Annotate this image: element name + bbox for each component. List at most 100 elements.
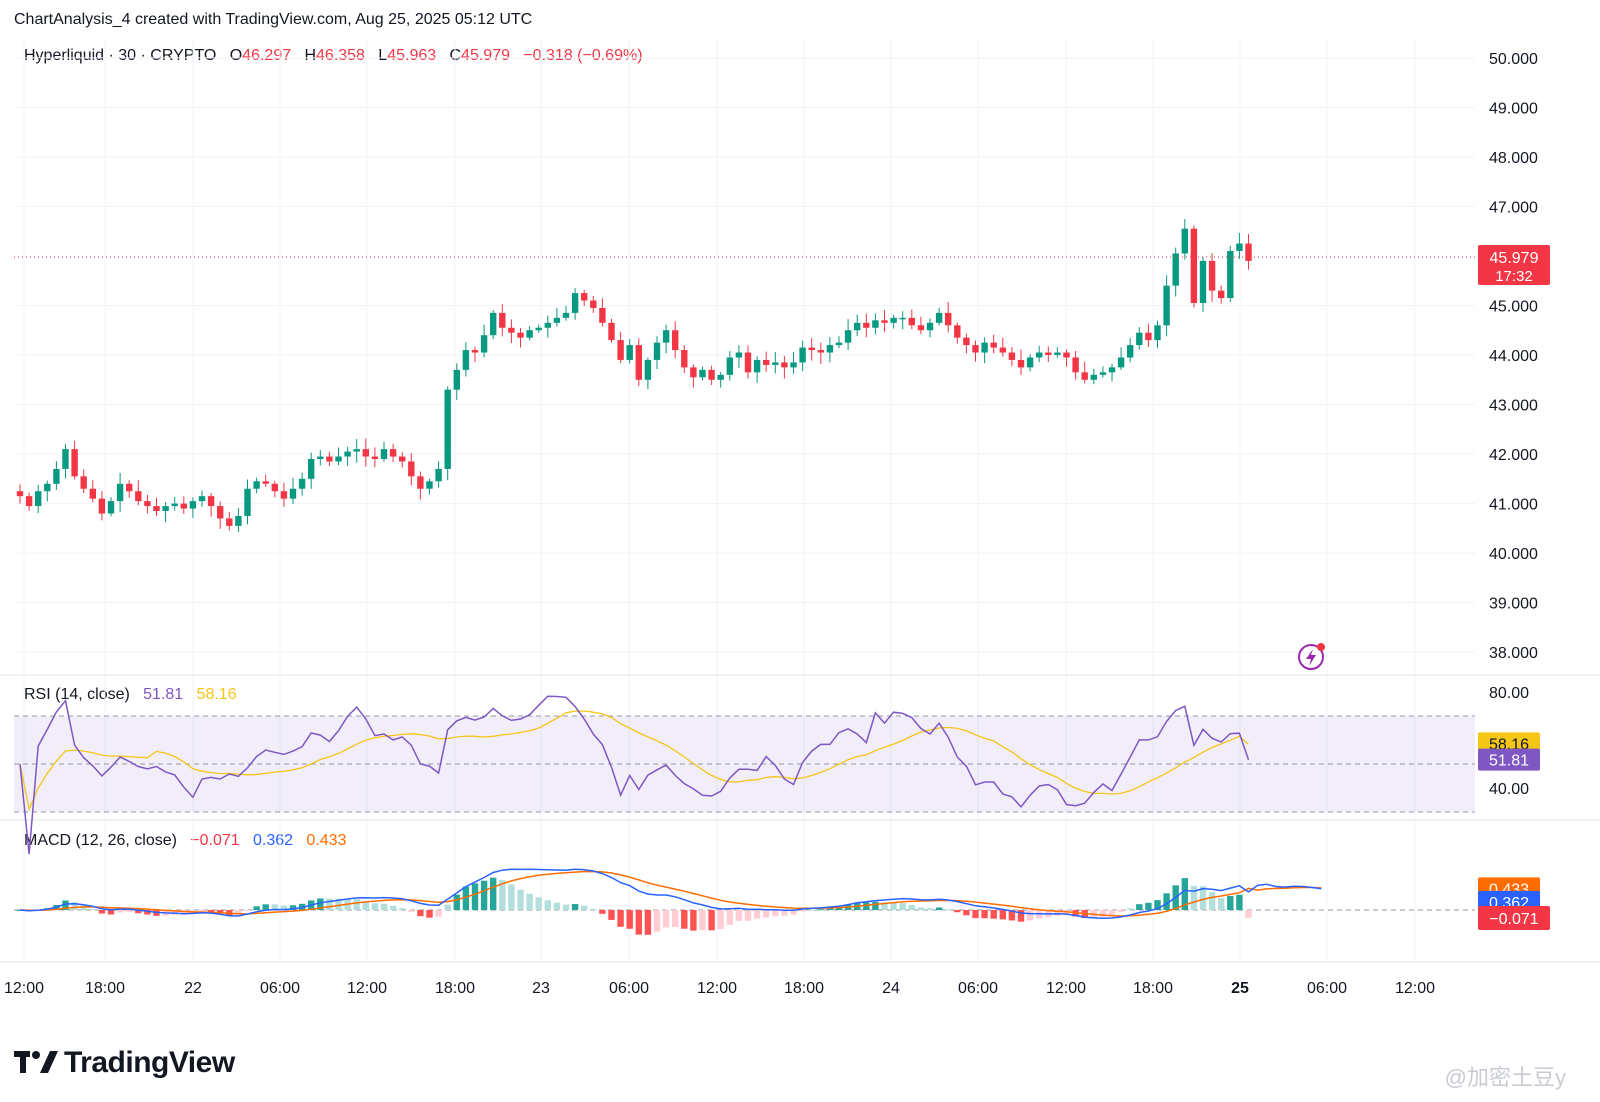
candle-body [1008,352,1016,360]
candle-body [881,320,888,323]
candle-body [326,456,333,462]
candle-body [963,337,970,346]
macd-histogram-bar [990,910,997,919]
macd-histogram-bar [353,899,360,910]
time-tick-label: 23 [532,980,550,997]
macd-histogram-bar [499,880,506,910]
candle-body [1108,367,1116,373]
macd-histogram-bar [899,903,906,910]
price-tick-label: 48.000 [1489,150,1538,167]
macd-histogram-bar [1136,904,1143,910]
candle-body [253,481,260,489]
candle-body [817,350,824,353]
candle-body [1190,228,1198,303]
candle-body [526,330,533,338]
candle-body [1163,285,1170,326]
time-tick-label: 12:00 [1395,980,1435,997]
macd-histogram-bar [526,893,533,910]
candle-body [189,501,197,509]
time-tick-label: 06:00 [1307,980,1347,997]
macd-histogram-bar [772,910,779,917]
macd-histogram-bar [399,908,406,910]
candle-body [153,506,160,512]
candle-body [562,312,570,318]
candle-body [44,483,51,492]
tradingview-brand: TradingView [14,1046,235,1080]
symbol-label: Hyperliquid · 30 · CRYPTO [24,47,217,64]
macd-histogram-bar [1008,910,1016,921]
candle-body [399,456,406,462]
rsi-name: RSI (14, close) [24,686,130,703]
candle-body [180,503,187,509]
candle-body [635,345,642,380]
macd-histogram-bar [945,909,952,911]
macd-histogram-bar [126,910,133,913]
macd-signal-line [19,870,1322,917]
time-tick-label: 18:00 [1133,980,1173,997]
candle-body [1017,359,1025,368]
candle-body [1199,260,1207,303]
chart-canvas[interactable]: 50.000 49.000 48.000 47.000 45.000 44.000 43.0… [0,0,1600,1040]
macd-histogram-bar [881,902,888,910]
macd-histogram-bar [717,910,724,929]
macd-histogram-bar [89,908,96,910]
candle-body [353,449,360,452]
candle-body [80,476,87,489]
candle-body [207,496,215,507]
price-tick-label: 44.000 [1489,348,1538,365]
macd-histogram-bar [435,910,442,917]
macd-histogram-bar [262,904,269,910]
candle-body [1181,228,1188,254]
alert-lightning-icon [1298,643,1325,670]
candle-body [62,449,69,469]
brand-name: TradingView [64,1046,235,1079]
macd-histogram-bar [672,910,679,928]
candle-body [662,330,670,343]
macd-histogram-bar [553,902,561,910]
candle-body [863,322,870,328]
time-tick-label: 24 [882,980,900,997]
macd-histogram-bar [926,908,934,910]
macd-histogram-bar [1190,885,1198,910]
macd-histogram-bar [1181,878,1188,910]
candle-body [344,451,351,457]
candle-body [699,369,706,378]
macd-histogram-bar [62,900,69,910]
macd-legend: MACD (12, 26, close) −0.071 0.362 0.433 [24,832,346,850]
macd-histogram-bar [317,898,324,910]
macd-histogram-bar [207,910,215,912]
candle-body [708,369,715,380]
candle-body [608,322,615,341]
histogram-tag-label: −0.071 [1489,911,1538,928]
candle-body [735,352,743,358]
macd-histogram-bar [453,894,460,910]
time-tick-label: 06:00 [958,980,998,997]
macd-histogram-bar [981,910,988,919]
macd-hist-value: −0.071 [190,832,240,849]
candle-body [262,481,269,484]
macd-histogram-bar [863,902,870,910]
macd-histogram-bar [462,886,470,910]
macd-histogram-bar [371,903,379,910]
macd-histogram-bar [644,910,652,935]
candle-body [763,359,770,365]
macd-histogram-bar [708,910,715,931]
macd-histogram-bar [244,910,251,911]
candle-body [308,459,315,479]
time-tick-label: 18:00 [435,980,475,997]
price-tick-label: 50.000 [1489,51,1538,68]
macd-histogram-bar [935,907,943,910]
candle-body [1172,253,1179,286]
candle-body [226,518,233,526]
macd-histogram-bar [562,904,570,910]
candle-body [690,367,697,378]
candle-body [107,501,115,514]
candle-body [935,312,943,323]
macd-histogram-bar [544,900,551,910]
macd-histogram-bar [890,902,897,910]
macd-histogram-bar [144,910,151,915]
candle-body [508,327,515,333]
candle-body [25,496,33,507]
price-tick-label: 41.000 [1489,497,1538,514]
last-price-label: 45.979 [1490,250,1539,267]
